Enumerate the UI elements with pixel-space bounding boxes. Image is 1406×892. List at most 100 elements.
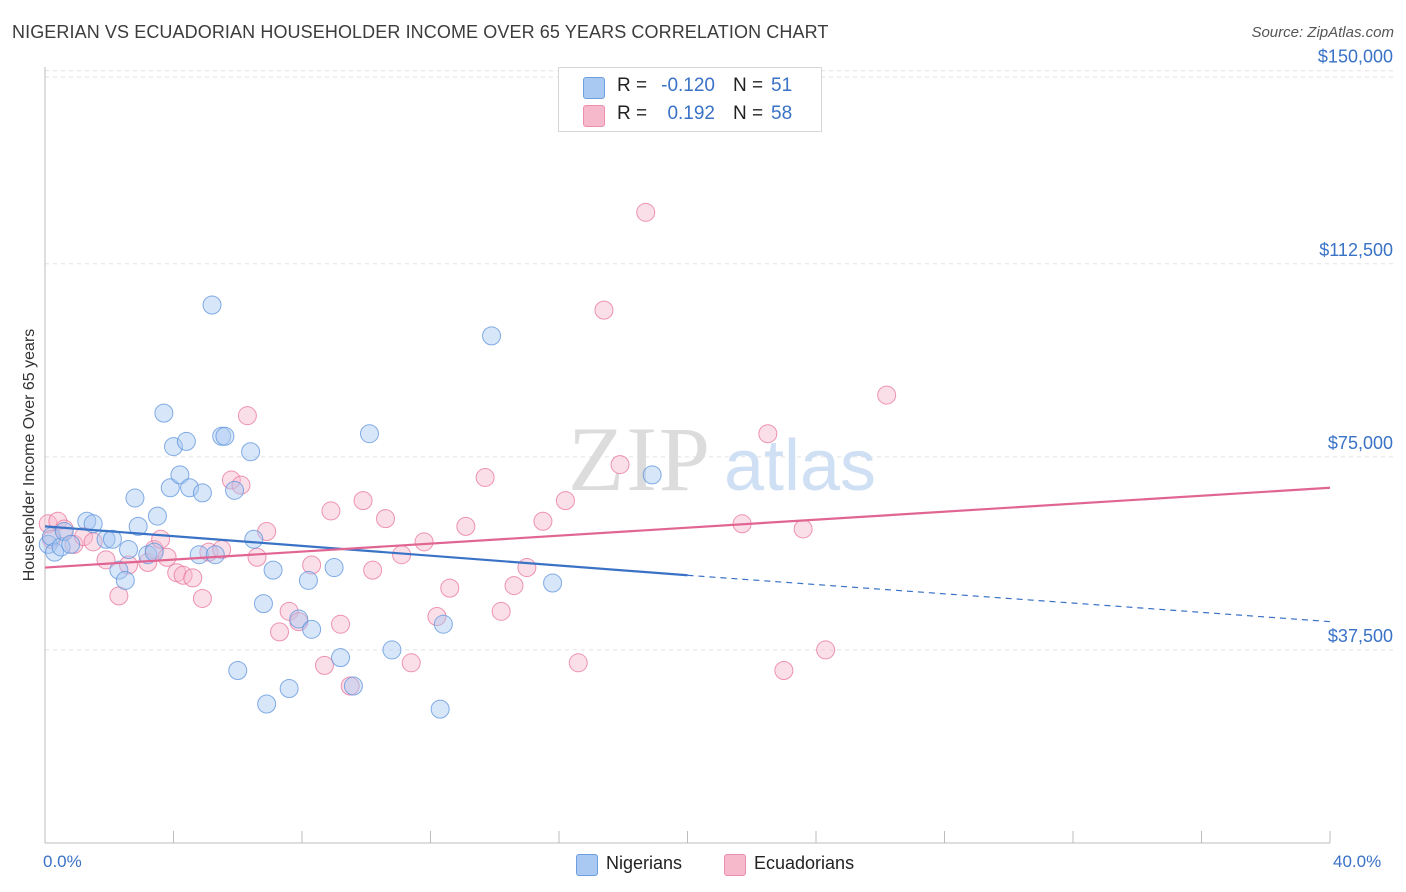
point-nigerians-19 — [160, 478, 180, 498]
y-tick-label-0: $37,500 — [1328, 626, 1393, 646]
point-ecuadorians-46 — [533, 511, 553, 531]
point-ecuadorians-56 — [816, 640, 836, 660]
point-nigerians-37 — [324, 558, 344, 578]
point-ecuadorians-51 — [636, 202, 656, 222]
point-nigerians-34 — [289, 609, 309, 629]
watermark-zip: ZIP — [568, 408, 712, 510]
point-ecuadorians-48 — [568, 653, 588, 673]
point-ecuadorians-57 — [877, 385, 897, 405]
point-nigerians-11 — [115, 570, 135, 590]
y-tick-label-2: $112,500 — [1319, 240, 1393, 260]
point-nigerians-24 — [192, 483, 212, 503]
point-ecuadorians-30 — [321, 501, 341, 521]
point-nigerians-18 — [154, 403, 174, 423]
point-ecuadorians-38 — [414, 532, 434, 552]
point-nigerians-9 — [102, 529, 122, 549]
point-nigerians-42 — [430, 699, 450, 719]
point-nigerians-16 — [144, 542, 164, 562]
y-tick-label-3: $150,000 — [1318, 47, 1393, 67]
legend-r-value: 0.192 — [667, 103, 715, 124]
point-nigerians-17 — [147, 506, 167, 526]
point-nigerians-22 — [176, 431, 196, 451]
point-nigerians-48 — [189, 545, 209, 565]
chart-source: Source: ZipAtlas.com — [1251, 24, 1394, 41]
point-ecuadorians-23 — [247, 547, 267, 567]
point-ecuadorians-40 — [440, 578, 460, 598]
legend-label-nigerians: Nigerians — [606, 853, 683, 873]
point-ecuadorians-29 — [314, 655, 334, 675]
point-ecuadorians-20 — [221, 470, 241, 490]
correlation-legend: R = -0.120 N = 51 R = 0.192 N = 58 — [558, 67, 822, 132]
point-nigerians-50 — [257, 694, 277, 714]
point-nigerians-38 — [331, 648, 351, 668]
point-ecuadorians-33 — [353, 491, 373, 511]
point-ecuadorians-35 — [376, 509, 396, 529]
legend-n-label: N = — [733, 103, 764, 124]
point-ecuadorians-17 — [192, 588, 212, 608]
point-nigerians-14 — [128, 516, 148, 536]
point-ecuadorians-16 — [183, 568, 203, 588]
point-nigerians-25 — [202, 295, 222, 315]
legend-r-label: R = — [617, 103, 648, 124]
point-nigerians-23 — [180, 478, 200, 498]
legend-r-value: -0.120 — [661, 75, 715, 96]
point-nigerians-47 — [228, 661, 248, 681]
point-ecuadorians-37 — [401, 653, 421, 673]
x-axis-min-label: 0.0% — [43, 852, 82, 871]
point-ecuadorians-28 — [302, 555, 322, 575]
point-ecuadorians-50 — [610, 455, 630, 475]
legend-n-label: N = — [733, 75, 764, 96]
point-nigerians-10 — [109, 560, 129, 580]
point-ecuadorians-26 — [279, 601, 299, 621]
point-nigerians-32 — [263, 560, 283, 580]
trend-line-ecuadorians — [44, 486, 1331, 569]
point-ecuadorians-54 — [774, 661, 794, 681]
y-tick-label-1: $75,000 — [1328, 433, 1393, 453]
point-ecuadorians-22 — [237, 406, 257, 426]
point-ecuadorians-42 — [475, 467, 495, 487]
legend-r-label: R = — [617, 75, 648, 96]
point-nigerians-45 — [543, 573, 563, 593]
point-ecuadorians-49 — [594, 300, 614, 320]
legend-swatch-ecuadorians — [583, 105, 605, 127]
legend-label-ecuadorians: Ecuadorians — [754, 853, 855, 873]
legend-swatch-nigerians — [576, 854, 598, 876]
legend-n-value: 51 — [771, 75, 793, 96]
point-nigerians-21 — [170, 465, 190, 485]
point-nigerians-46 — [642, 465, 662, 485]
watermark-atlas: atlas — [724, 426, 876, 506]
trend-line-nigerians-dashed — [687, 574, 1331, 623]
legend-swatch-ecuadorians — [724, 854, 746, 876]
point-ecuadorians-55 — [793, 519, 813, 539]
point-ecuadorians-47 — [555, 491, 575, 511]
point-nigerians-40 — [359, 424, 379, 444]
point-ecuadorians-45 — [517, 558, 537, 578]
point-nigerians-27 — [215, 426, 235, 446]
point-ecuadorians-39 — [427, 606, 447, 626]
point-ecuadorians-13 — [157, 547, 177, 567]
x-axis-max-label: 40.0% — [1333, 852, 1382, 871]
legend-n-value: 58 — [771, 103, 793, 124]
point-ecuadorians-25 — [270, 622, 290, 642]
point-nigerians-41 — [382, 640, 402, 660]
legend-swatch-nigerians — [583, 77, 605, 99]
point-ecuadorians-41 — [456, 516, 476, 536]
point-nigerians-28 — [225, 480, 245, 500]
point-nigerians-20 — [164, 437, 183, 457]
trend-line-nigerians-solid — [44, 525, 688, 577]
chart-title: NIGERIAN VS ECUADORIAN HOUSEHOLDER INCOM… — [12, 22, 829, 42]
point-nigerians-36 — [302, 619, 322, 639]
point-ecuadorians-34 — [363, 560, 383, 580]
point-nigerians-35 — [298, 570, 318, 590]
point-nigerians-30 — [244, 529, 264, 549]
point-nigerians-29 — [241, 442, 261, 462]
point-nigerians-44 — [482, 326, 502, 346]
series-legend: Nigerians Ecuadorians — [0, 852, 1406, 878]
point-ecuadorians-43 — [491, 601, 511, 621]
legend-row-ecuadorians: R = 0.192 N = 58 — [559, 101, 821, 129]
point-ecuadorians-44 — [504, 576, 524, 596]
point-nigerians-39 — [343, 676, 363, 696]
point-nigerians-33 — [279, 679, 299, 699]
point-nigerians-5 — [61, 534, 81, 554]
